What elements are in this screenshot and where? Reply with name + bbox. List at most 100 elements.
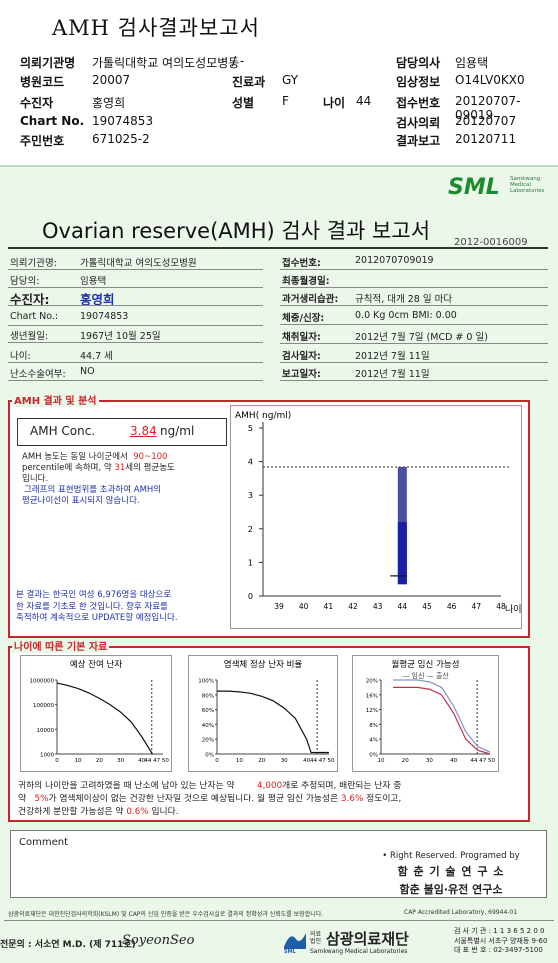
chart-preg-ytick-label: 0% (369, 753, 378, 759)
chart-eggs-xtick-label: 40 (138, 758, 145, 764)
header-value: 20120711 (455, 132, 517, 146)
org-info-2: 서울특별시 서초구 양재동 9-60 (454, 936, 548, 945)
header-value: 20007 (92, 73, 131, 87)
document-number: 2012-0016009 (454, 237, 528, 248)
chart-chromo-ytick-label: 100% (198, 679, 214, 685)
eggs-chart-frame: 예상 잔여 난자 1000000 100000 10000 1000 0 10 20 30 40 4… (20, 655, 172, 772)
info-label: 체중/신장: (282, 313, 325, 324)
doctor-signature: SoyeonSeo (122, 933, 195, 948)
footer-accreditation: 삼광의료재단은 대한진단검사의학회(KSLM) 및 CAP의 신임 인증을 받은… (8, 911, 324, 918)
info-value: 2012년 7월 11일 (355, 351, 430, 362)
basic-summary: 귀하의 나이만을 고려하였을 때 난소에 남아 있는 난자는 약 4,000개로… (18, 780, 523, 819)
info-rule (280, 305, 548, 306)
header-label: / - (232, 54, 245, 68)
chart-preg-legend: — 임신 — 출산 (402, 671, 449, 680)
info-rule (8, 342, 263, 343)
header-label: 담당의사 (396, 56, 441, 70)
amh-section-title: AMH 결과 및 분석 (12, 392, 99, 407)
amh-chart-xtick-label: 48 (496, 602, 506, 611)
header-value: 임용택 (455, 56, 489, 70)
info-label: 나이: (10, 351, 31, 362)
chart-preg-xtick-label: 30 (426, 758, 433, 764)
amh-conc-unit: ng/ml (160, 424, 195, 438)
header-label: Chart No. (20, 114, 85, 128)
chart-eggs-title: 예상 잔여 난자 (70, 659, 123, 670)
chart-eggs-ytick-label: 1000000 (30, 679, 55, 685)
info-value: 2012년 7월 11일 (355, 369, 430, 380)
amh-disclaimer-3: 축적하여 계속적으로 UPDATE할 예정입니다. (16, 613, 178, 623)
header-title: AMH 검사결과보고서 (52, 16, 260, 40)
basic-s1c: 개로 추정되며, 배란되는 난자 중 (282, 781, 402, 791)
info-rule (8, 380, 263, 381)
amh-chart-xtick-label: 43 (373, 602, 383, 611)
info-value: 2012070709019 (355, 255, 434, 266)
info-value: 임용택 (80, 276, 107, 287)
basic-eggs-count: 4,000 (256, 781, 283, 791)
chart-chromo-ytick-label: 0% (205, 753, 214, 759)
org-logo-text: SML (284, 949, 296, 955)
chart-chromo-xtick-label: 44 47 50 (310, 758, 335, 764)
basic-s2c: 가 염색체이상이 없는 건강한 난자일 것으로 예상됩니다. 월 평균 임신 가… (48, 794, 339, 804)
info-rule (280, 324, 548, 325)
basic-s3c: 입니다. (151, 807, 179, 817)
info-rule (280, 269, 548, 270)
info-label: 보고일자: (282, 369, 321, 380)
chart-preg-xtick-label: 10 (378, 758, 385, 764)
info-label: 과거생리습관: (282, 294, 339, 305)
header-value: 19074853 (92, 114, 154, 128)
amh-note-2: 평균나이선이 표시되지 않습니다. (22, 496, 140, 506)
info-rule (280, 287, 548, 288)
chart-chromo-xtick-label: 0 (215, 758, 219, 764)
info-label: 접수번호: (282, 258, 321, 269)
amh-chart-xtick-label: 47 (472, 602, 482, 611)
amh-chart-ytick-label: 1 (248, 558, 253, 567)
amh-chart-xtick-label: 45 (422, 602, 432, 611)
basic-pregnancy-percent: 3.6% (341, 794, 364, 804)
header-value: 671025-2 (92, 132, 150, 146)
org-prefix: 의료법인 (310, 931, 322, 945)
chart-eggs-xtick-label: 20 (96, 758, 103, 764)
amh-chart-ytick-label: 5 (248, 424, 253, 433)
amh-chart-xtick-label: 41 (324, 602, 334, 611)
basic-normal-percent: 5% (34, 794, 49, 804)
sml-logo-subtitle: Samkwang Medical Laboratories (510, 176, 556, 194)
header-value: F (282, 94, 289, 108)
amh-disclaimer-1: 본 결과는 한국인 여성 6,976명을 대상으로 (16, 590, 172, 600)
info-label: Chart No.: (10, 311, 59, 322)
amh-chart-xtick-label: 40 (299, 602, 309, 611)
info-label: 담당의: (10, 276, 40, 287)
chart-chromo-xtick-label: 10 (236, 758, 243, 764)
sml-sub1: Samkwang (510, 176, 541, 182)
amh-range-bar-lower (397, 522, 407, 585)
chromosome-chart: 염색체 정상 난자 비율 100% 80% 60% 40% 20% 0%0 10 20 30 40 4… (198, 659, 335, 764)
sml-logo: SML (448, 175, 500, 200)
report-top-border (0, 165, 558, 167)
info-label: 검사일자: (282, 351, 321, 362)
header-label: 주민번호 (20, 134, 65, 148)
title-rule (8, 247, 548, 249)
org-logo-icon (284, 933, 306, 949)
chart-chromo-xtick-label: 20 (258, 758, 265, 764)
info-label: 최종월경일: (282, 276, 330, 287)
rights-lab-1: 함 춘 기 술 연 구 소 (397, 865, 505, 878)
footer-rule (4, 920, 554, 921)
chart-eggs-xtick-label: 44 47 50 (144, 758, 169, 764)
chart-chromo-ytick-label: 80% (202, 693, 214, 699)
eggs-chart: 예상 잔여 난자 1000000 100000 10000 10000 10 20 30 40 4… (30, 659, 170, 764)
chart-chromo-title: 염색체 정상 난자 비율 (224, 659, 303, 670)
org-logo (282, 929, 308, 957)
footer-cap: CAP Accredited Laboratory, 69944-01 (404, 909, 518, 916)
chart-chromo-series-line (217, 690, 329, 754)
header-value: 20120707 (455, 114, 517, 128)
chart-chromo-ytick-label: 20% (202, 738, 214, 744)
header-label: 의뢰기관명 (20, 56, 76, 70)
pregnancy-chart-frame: 월평균 임신 가능성 20% 16% 12% 8% 4% 0% 10 20 30 40 44 47 5… (352, 655, 499, 772)
info-value: 19074853 (80, 311, 129, 322)
amh-chart-ytick-label: 3 (248, 491, 253, 500)
info-rule (8, 362, 263, 363)
amh-chart-xlabel: 나이 (505, 604, 521, 615)
info-value: 44.7 세 (80, 351, 113, 362)
chart-eggs-ytick-label: 1000 (40, 753, 54, 759)
info-rule (8, 305, 263, 306)
info-label: 의뢰기관명: (10, 258, 57, 269)
